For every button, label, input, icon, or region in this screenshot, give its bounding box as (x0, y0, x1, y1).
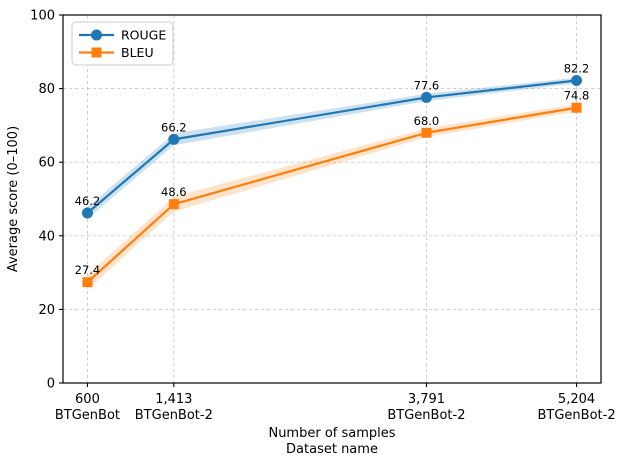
x-axis-label-line2: Dataset name (286, 442, 378, 457)
legend-rouge-label: ROUGE (121, 28, 166, 43)
bleu-marker (421, 127, 432, 138)
rouge-marker (571, 75, 583, 87)
x-tick-label-dataset: BTGenBot-2 (135, 408, 213, 423)
x-tick-label-samples: 5,204 (558, 392, 595, 407)
y-tick-label: 40 (38, 229, 55, 244)
grid-layer (63, 14, 601, 384)
y-axis-label: Average score (0–100) (6, 126, 21, 272)
data-label-layer: 46.2 66.2 77.6 82.2 27.4 48.6 68.0 74.8 (75, 62, 590, 278)
rouge-marker (81, 207, 93, 219)
bleu-marker (571, 102, 582, 113)
bleu-data-label: 68.0 (414, 114, 440, 128)
legend-bleu-label: BLEU (121, 45, 154, 60)
bleu-confidence-band (87, 104, 577, 290)
x-tick-label-samples: 1,413 (155, 392, 192, 407)
axes-frame (62, 14, 602, 384)
bleu-data-label: 74.8 (564, 89, 590, 103)
x-tick-label-dataset: BTGenBot (55, 408, 120, 423)
y-tick-label: 100 (30, 9, 55, 24)
y-tick-label: 60 (38, 156, 55, 171)
y-tick-label: 0 (47, 377, 55, 392)
bleu-data-label: 48.6 (161, 185, 187, 199)
bleu-marker (168, 199, 179, 210)
series-layer (81, 75, 583, 288)
rouge-data-label: 82.2 (564, 62, 590, 76)
tick-layer: 020406080100600BTGenBot1,413BTGenBot-23,… (30, 9, 615, 424)
rouge-data-label: 77.6 (414, 78, 440, 92)
legend: ROUGE BLEU (71, 21, 174, 66)
rouge-data-label: 46.2 (75, 194, 101, 208)
x-tick-label-samples: 600 (75, 392, 100, 407)
y-tick-label: 80 (38, 82, 55, 97)
y-tick-label: 20 (38, 303, 55, 318)
legend-rouge-marker (91, 29, 102, 41)
x-tick-label-samples: 3,791 (408, 392, 445, 407)
bleu-data-label: 27.4 (75, 263, 101, 277)
axes-frame-layer (62, 14, 602, 384)
bleu-marker (82, 277, 93, 288)
x-tick-label-dataset: BTGenBot-2 (387, 408, 465, 423)
legend-bleu-marker (91, 47, 102, 58)
x-axis-label-line1: Number of samples (268, 426, 395, 441)
rouge-data-label: 66.2 (161, 120, 187, 134)
rouge-marker (168, 133, 180, 145)
x-tick-label-dataset: BTGenBot-2 (537, 408, 615, 423)
rouge-line (86, 79, 577, 214)
confidence-band-layer (87, 77, 577, 290)
bleu-line (86, 106, 577, 283)
rouge-marker (420, 91, 432, 103)
